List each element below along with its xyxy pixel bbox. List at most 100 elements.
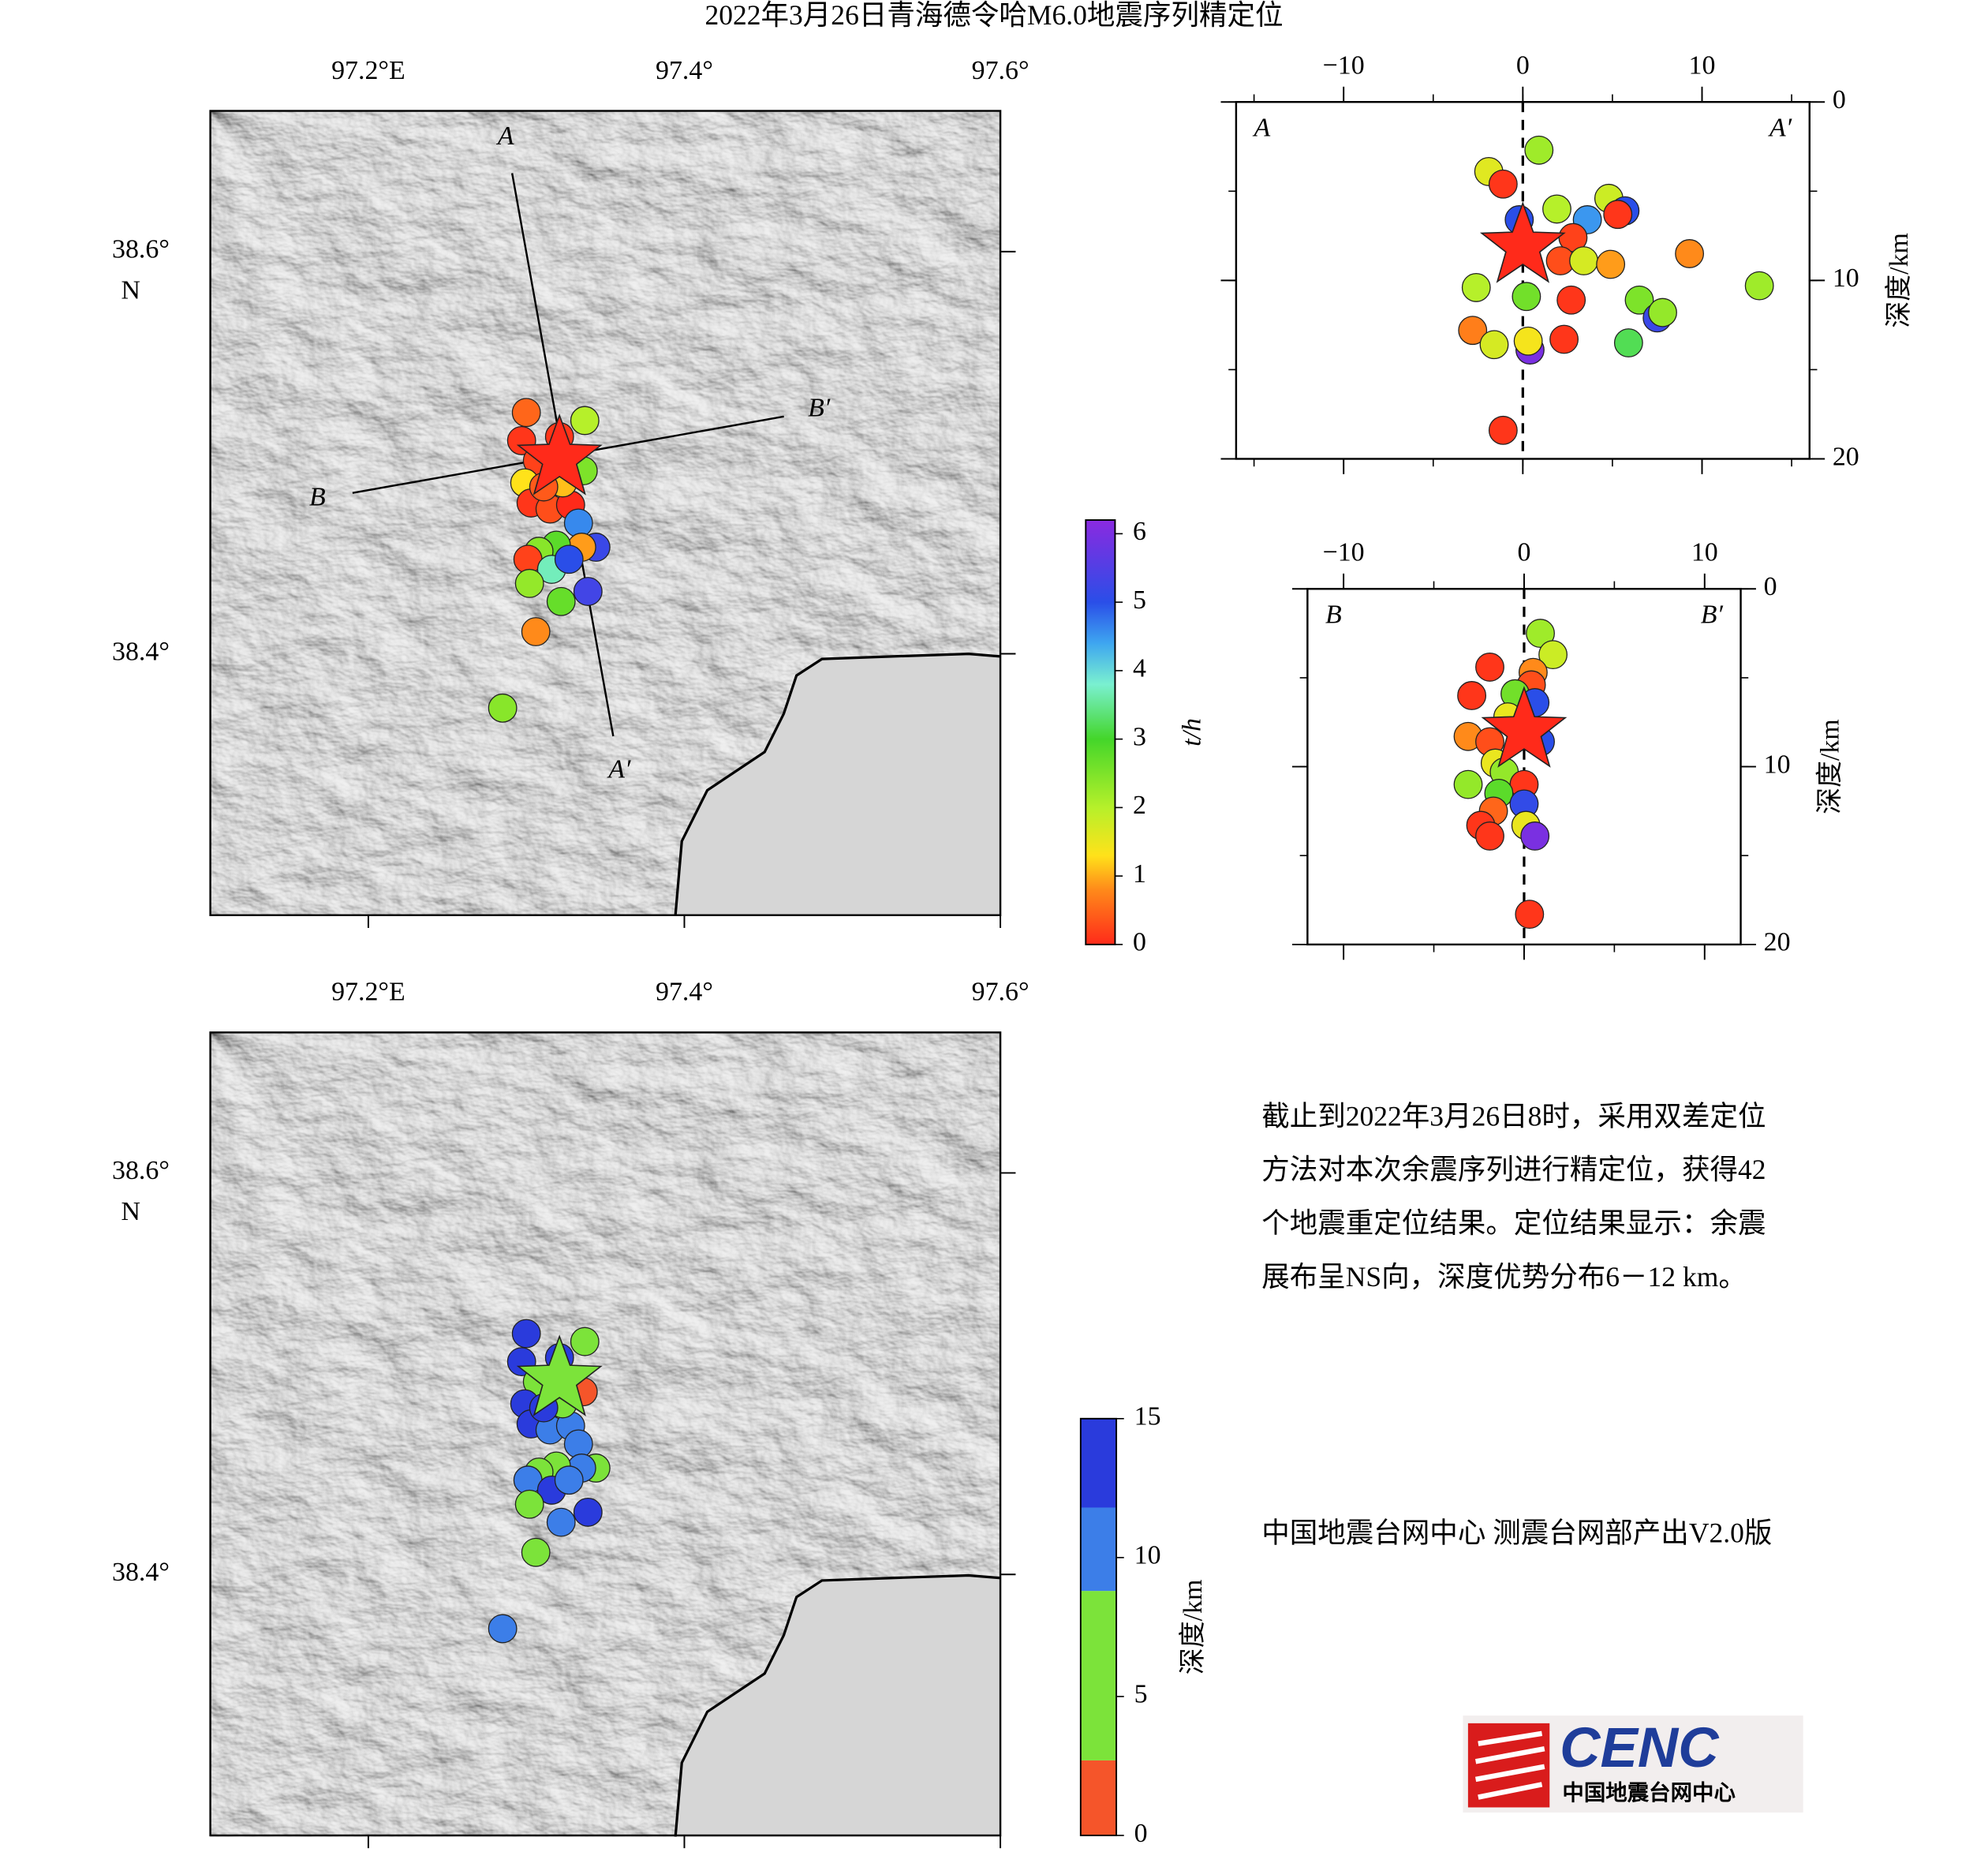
event (570, 406, 600, 436)
note-line: 展布呈NS向，深度优势分布6－12 km。 (1261, 1261, 1747, 1293)
profile-label: A′ (607, 754, 631, 784)
event (1479, 330, 1509, 360)
event (521, 617, 551, 646)
event (1675, 239, 1705, 268)
figure-title: 2022年3月26日青海德令哈M6.0地震序列精定位 (704, 0, 1283, 31)
x-tick-label: 97.2°E (331, 978, 405, 1007)
y-tick-label: 38.4° (112, 637, 170, 666)
event (514, 1489, 544, 1519)
terrain (210, 1032, 1001, 1837)
event (1603, 200, 1633, 230)
colorbar-frame (1085, 519, 1116, 945)
event (1513, 326, 1543, 356)
terrain (210, 110, 1001, 915)
mainshock (1481, 686, 1568, 768)
colorbar-label: 深度/km (1178, 1580, 1208, 1675)
event (573, 1497, 603, 1527)
profile-end-label: B′ (1701, 600, 1724, 630)
x-tick-label: −10 (1323, 537, 1365, 567)
event (1524, 135, 1554, 165)
map-frame (209, 1031, 1002, 1837)
x-tick-label: 97.6° (972, 56, 1030, 85)
event (1458, 316, 1488, 346)
colorbar-tick-label: 10 (1134, 1541, 1161, 1570)
event (1648, 297, 1677, 327)
y-tick-label: 38.6° (112, 1156, 170, 1185)
event (546, 586, 576, 616)
event (1520, 821, 1550, 851)
event (1453, 769, 1483, 799)
profile-label: B (309, 482, 326, 511)
y-tick-label: 10 (1833, 264, 1859, 293)
profile-label: B′ (808, 394, 831, 423)
event (563, 1429, 593, 1459)
lake-shore (674, 653, 1001, 915)
event (511, 398, 541, 428)
logo-name: CENC (1560, 1717, 1720, 1779)
event (1538, 640, 1568, 670)
event (488, 693, 518, 723)
note-line: 方法对本次余震序列进行精定位，获得42 (1261, 1154, 1766, 1185)
profile-start-label: A (1253, 114, 1271, 143)
colorbar-tick-label: 5 (1134, 1680, 1148, 1709)
x-tick-label: 97.4° (656, 56, 713, 85)
event (554, 1465, 584, 1495)
y-tick-label: 38.4° (112, 1558, 170, 1587)
colorbar-tick-label: 6 (1133, 517, 1146, 546)
colorbar-tick-label: 5 (1133, 586, 1146, 615)
lake (675, 653, 1001, 915)
event (1457, 681, 1487, 710)
y-tick-label: 38.6° (112, 235, 170, 264)
profile-start-label: B (1325, 600, 1342, 630)
logo: CENC 中国地震台网中心 (1463, 1715, 1803, 1813)
colorbar-bin (1080, 1507, 1117, 1592)
note-line: 截止到2022年3月26日8时，采用双差定位 (1261, 1100, 1766, 1132)
y-tick-label: 0 (1833, 85, 1846, 114)
x-tick-label: 0 (1517, 537, 1530, 567)
colorbar-tick-label: 0 (1134, 1819, 1148, 1848)
profile-label: A (496, 122, 514, 151)
event (1515, 900, 1545, 930)
event (488, 1614, 518, 1644)
lake (675, 1575, 1001, 1837)
x-tick-label: −10 (1323, 51, 1365, 80)
event (573, 577, 603, 606)
colorbar-bin (1080, 1760, 1117, 1836)
event (1596, 249, 1626, 279)
event (1475, 821, 1504, 851)
event (1744, 271, 1774, 301)
event (546, 1507, 576, 1537)
colorbar-tick-label: 0 (1133, 928, 1146, 957)
colorbar (1086, 520, 1115, 945)
colorbar-bin (1080, 1418, 1117, 1508)
profile-end-label: A′ (1768, 114, 1792, 143)
x-tick-label: 97.6° (972, 978, 1030, 1007)
event (1475, 652, 1504, 682)
event (1488, 169, 1518, 199)
x-tick-label: 10 (1691, 537, 1718, 567)
y-tick-label: 10 (1764, 750, 1791, 779)
event (1569, 246, 1598, 275)
mainshock (516, 1334, 603, 1416)
y-tick-label: 20 (1764, 928, 1791, 957)
profile-frame (1306, 588, 1742, 946)
logo-stripes (1474, 1730, 1545, 1800)
x-tick-label: 0 (1516, 51, 1530, 80)
colorbar-label: t/h (1177, 718, 1206, 746)
y-axis-label: 深度/km (1884, 233, 1914, 328)
event (1461, 272, 1491, 302)
x-tick-label: 10 (1689, 51, 1716, 80)
colorbar-tick-label: 2 (1133, 791, 1146, 820)
event (554, 544, 584, 574)
event (1549, 324, 1579, 354)
event (570, 1326, 600, 1356)
map-frame (209, 110, 1002, 916)
x-tick-label: 97.2°E (331, 56, 405, 85)
event (1488, 415, 1518, 445)
description: 截止到2022年3月26日8时，采用双差定位 方法对本次余震序列进行精定位，获得… (1261, 1100, 1772, 1548)
event (1512, 282, 1541, 312)
event (514, 568, 544, 598)
y-axis-label: N (121, 275, 140, 305)
